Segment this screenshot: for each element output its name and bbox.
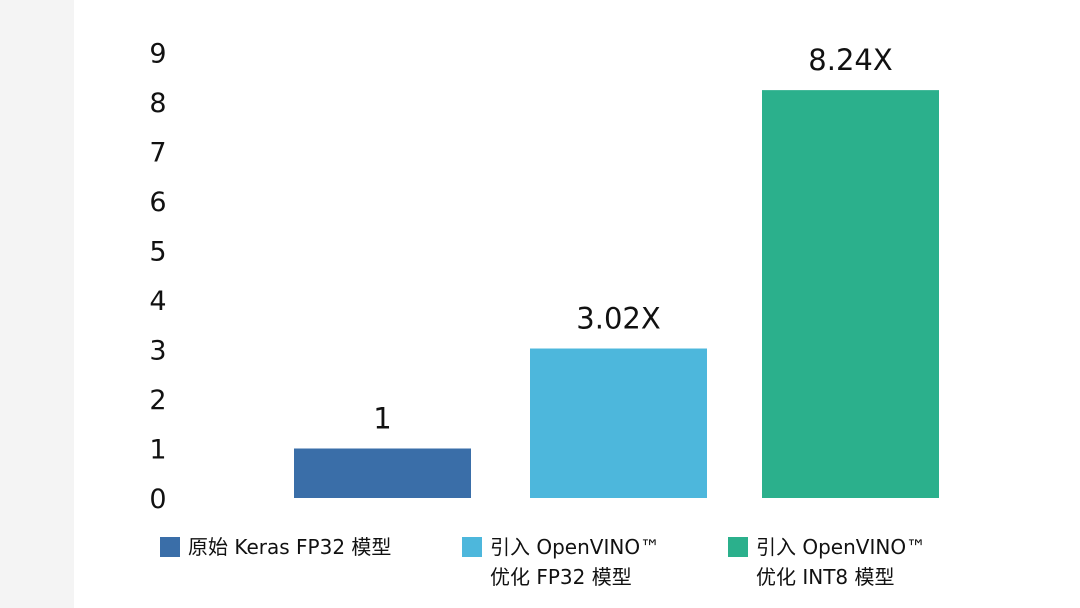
legend-item-keras-fp32: 原始 Keras FP32 模型 <box>160 532 391 562</box>
legend-label-keras-fp32: 原始 Keras FP32 模型 <box>188 535 392 559</box>
legend-item-openvino-int8: 引入 OpenVINO™ 优化 INT8 模型 <box>728 532 926 592</box>
bar-0 <box>294 448 471 498</box>
data-label-2: 8.24X <box>808 43 892 77</box>
y-tick-label: 8 <box>149 88 166 119</box>
y-tick-label: 5 <box>149 237 166 268</box>
y-tick-label: 4 <box>149 286 166 317</box>
y-tick-label: 2 <box>149 385 166 416</box>
legend-item-openvino-fp32: 引入 OpenVINO™ 优化 FP32 模型 <box>462 532 660 592</box>
legend-swatch-keras-fp32 <box>160 537 180 557</box>
bar-2 <box>762 90 939 499</box>
bar-1 <box>530 348 707 498</box>
y-tick-label: 9 <box>149 39 166 70</box>
y-tick-label: 1 <box>149 435 166 466</box>
y-tick-label: 7 <box>149 138 166 169</box>
y-axis: 0 1 2 3 4 5 6 7 8 9 <box>149 39 166 516</box>
data-labels: 1 3.02X 8.24X <box>373 43 892 435</box>
y-tick-label: 6 <box>149 187 166 218</box>
legend-label-openvino-int8: 引入 OpenVINO™ 优化 INT8 模型 <box>756 535 927 589</box>
data-label-1: 3.02X <box>576 302 660 336</box>
y-tick-label: 0 <box>149 484 166 515</box>
y-tick-label: 3 <box>149 336 166 367</box>
legend-swatch-openvino-int8 <box>728 537 748 557</box>
legend-swatch-openvino-fp32 <box>462 537 482 557</box>
data-label-0: 1 <box>373 402 391 436</box>
bars <box>294 90 939 499</box>
legend: 原始 Keras FP32 模型 引入 OpenVINO™ 优化 FP32 模型… <box>0 532 1080 602</box>
legend-label-openvino-fp32: 引入 OpenVINO™ 优化 FP32 模型 <box>490 535 661 589</box>
